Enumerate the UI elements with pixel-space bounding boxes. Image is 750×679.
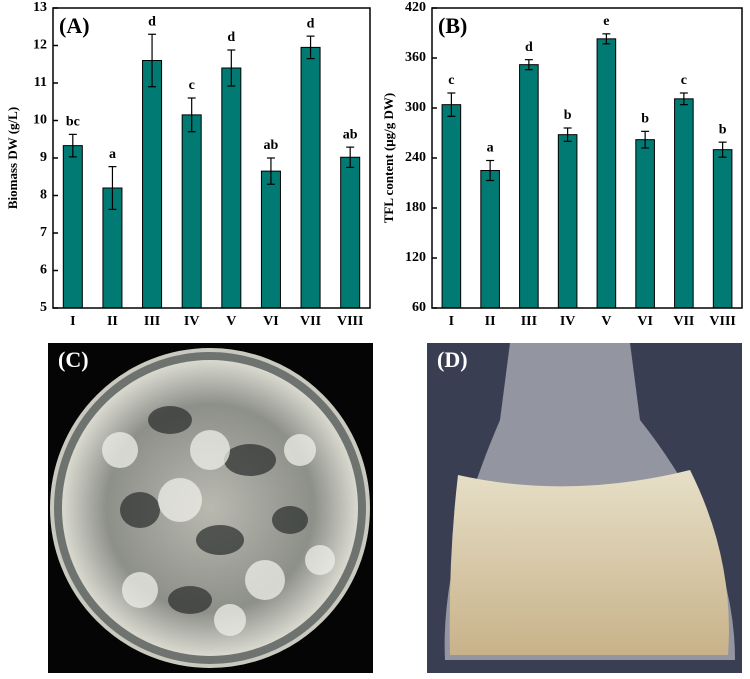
y-tick-label: 9 [40, 150, 47, 165]
significance-label: b [641, 112, 649, 127]
significance-label: ab [343, 127, 358, 142]
significance-label: d [307, 16, 315, 31]
bar [519, 64, 539, 309]
bar [62, 145, 83, 309]
error-bar [602, 33, 611, 45]
significance-label: bc [66, 115, 80, 130]
photo-c: (C) [48, 343, 373, 673]
error-bar [108, 166, 117, 210]
plot-frame [431, 7, 743, 309]
photo-label: (D) [437, 347, 468, 372]
error-bar [346, 146, 355, 168]
y-tick-label: 300 [405, 100, 426, 115]
photo-d: (D) [427, 343, 742, 673]
error-bar [486, 159, 495, 182]
significance-label: d [148, 14, 156, 29]
significance-label: c [681, 73, 687, 88]
bar [596, 38, 617, 309]
y-tick-label: 10 [33, 113, 47, 128]
error-bar [148, 33, 157, 88]
bar [340, 156, 361, 309]
error-bar [641, 130, 650, 149]
y-tick-label: 5 [40, 300, 47, 315]
significance-label: e [603, 14, 609, 29]
panel-label: (A) [59, 13, 90, 38]
y-tick-label: 60 [412, 300, 426, 315]
error-bar [266, 157, 275, 185]
y-tick-label: 240 [405, 150, 426, 165]
panel-label: (B) [438, 13, 467, 38]
x-tick-label: III [144, 314, 160, 329]
bar [142, 60, 163, 309]
y-tick-label: 420 [405, 0, 426, 15]
x-tick-label: VII [300, 314, 321, 329]
x-tick-label: V [226, 314, 236, 329]
y-tick-label: 12 [33, 38, 47, 53]
bar [441, 104, 462, 309]
bar [557, 134, 578, 309]
bar [300, 46, 321, 309]
significance-label: b [564, 108, 572, 123]
x-tick-label: V [601, 314, 611, 329]
error-bar [679, 92, 688, 106]
significance-label: ab [264, 138, 279, 153]
x-tick-label: VI [263, 314, 279, 329]
plot-frame [52, 7, 371, 309]
y-tick-label: 120 [405, 250, 426, 265]
x-tick-label: VIII [709, 314, 735, 329]
x-tick-label: VIII [337, 314, 363, 329]
significance-label: a [487, 141, 494, 156]
error-bar [447, 92, 456, 117]
bar [480, 170, 500, 309]
bar [181, 114, 202, 309]
x-tick-label: VI [637, 314, 653, 329]
y-tick-label: 11 [34, 75, 47, 90]
y-tick-label: 180 [405, 200, 426, 215]
y-tick-label: 7 [40, 225, 47, 240]
x-tick-label: II [485, 314, 496, 329]
significance-label: b [719, 122, 727, 137]
x-tick-label: VII [673, 314, 694, 329]
error-bar [524, 59, 533, 71]
significance-label: a [109, 147, 116, 162]
significance-label: c [189, 78, 195, 93]
bar [635, 139, 655, 309]
significance-label: d [525, 40, 533, 55]
x-tick-label: IV [560, 314, 576, 329]
significance-label: c [448, 73, 454, 88]
y-axis-label: TFL content (μg/g DW) [381, 93, 396, 224]
bar [221, 67, 242, 309]
error-bar [68, 133, 77, 158]
significance-label: d [227, 30, 235, 45]
error-bar [227, 49, 236, 87]
y-tick-label: 8 [40, 188, 47, 203]
bar [260, 170, 281, 309]
x-tick-label: IV [184, 314, 200, 329]
error-bar [718, 141, 727, 158]
error-bar [306, 35, 315, 60]
photo-label: (C) [58, 347, 89, 372]
error-bar [563, 127, 572, 142]
y-tick-label: 360 [405, 50, 426, 65]
x-tick-label: I [449, 314, 454, 329]
y-tick-label: 13 [33, 0, 47, 15]
x-tick-label: III [521, 314, 537, 329]
bar [674, 98, 694, 309]
y-axis-label: Biomass DW (g/L) [5, 107, 20, 209]
x-tick-label: II [107, 314, 118, 329]
bar [712, 149, 733, 309]
y-tick-label: 6 [40, 263, 47, 278]
error-bar [187, 97, 196, 133]
x-tick-label: I [70, 314, 75, 329]
